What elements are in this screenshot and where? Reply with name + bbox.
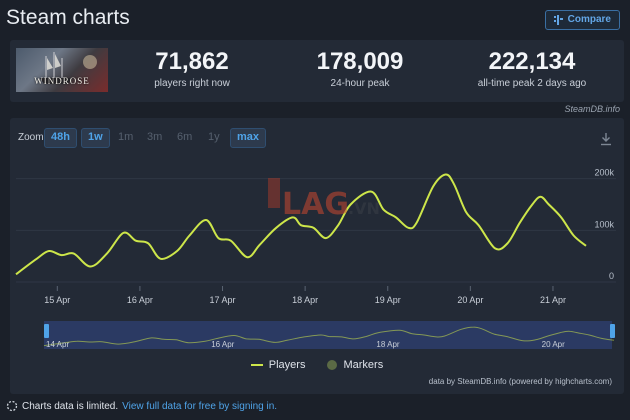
game-thumbnail[interactable]: WINDROSE (16, 48, 108, 92)
y-tick-label: 200k (594, 168, 614, 178)
page-title: Steam charts (6, 6, 130, 29)
footer-text: Charts data is limited. (22, 400, 119, 412)
navigator-series-line (43, 326, 615, 347)
x-tick-label: 16 Apr (127, 295, 153, 305)
x-tick-label: 18 Apr (292, 295, 318, 305)
players-now-value: 71,862 (155, 48, 229, 75)
x-tick-label: 19 Apr (375, 295, 401, 305)
legend-item-markers[interactable]: Markers (327, 359, 383, 371)
zoom-label: Zoom (18, 132, 44, 143)
game-logo: WINDROSE (34, 76, 90, 86)
stats-panel: WINDROSE 71,862 players right now 178,00… (10, 40, 624, 102)
legend-markers-label: Markers (343, 359, 384, 371)
navigator-left-handle[interactable] (44, 324, 49, 338)
y-tick-label: 100k (594, 219, 614, 229)
steamdb-credit[interactable]: SteamDB.info (564, 104, 620, 114)
sign-in-link[interactable]: View full data for free by signing in. (122, 400, 278, 412)
stat-alltime-peak: 222,134 all-time peak 2 days ago (462, 48, 602, 89)
zoom-1y-button[interactable]: 1y (208, 131, 220, 143)
peak-24h-label: 24-hour peak (330, 78, 390, 89)
compare-button[interactable]: Compare (544, 10, 620, 30)
loading-circle-icon (6, 400, 18, 412)
zoom-48h-button[interactable]: 48h (44, 128, 77, 148)
y-axis-ticks: 0 100k 200k (594, 168, 614, 281)
zoom-max-button[interactable]: max (230, 128, 267, 148)
svg-text:.VN: .VN (348, 199, 380, 218)
legend-markers-swatch (327, 360, 338, 370)
legend-item-players[interactable]: Players (250, 359, 306, 371)
x-tick-label: 20 Apr (457, 295, 483, 305)
navigator-label: 16 Apr (211, 340, 234, 349)
compare-label: Compare (567, 14, 611, 25)
zoom-1w-button[interactable]: 1w (81, 128, 110, 148)
svg-text:LAG: LAG (282, 187, 349, 222)
watermark-logo: LAG .VN (268, 176, 388, 232)
x-tick-label: 17 Apr (210, 295, 236, 305)
chart-panel: Zoom 48h 1w 1m 3m 6m 1y max 0 100k 200k 15… (10, 118, 624, 394)
legend-players-label: Players (268, 359, 306, 371)
legend-players-swatch (250, 364, 263, 366)
y-tick-label: 0 (609, 271, 614, 281)
zoom-6m-button[interactable]: 6m (177, 131, 193, 143)
alltime-peak-label: all-time peak 2 days ago (477, 78, 587, 89)
ship-icon (40, 52, 97, 84)
players-series-line (15, 173, 587, 276)
x-tick-label: 15 Apr (44, 295, 70, 305)
download-icon[interactable] (600, 132, 612, 146)
x-tick-label: 21 Apr (540, 295, 566, 305)
players-line-chart[interactable]: 0 100k 200k 15 Apr 16 Apr 17 Apr 18 Apr 19 Apr… (10, 118, 624, 356)
zoom-3m-button[interactable]: 3m (147, 131, 163, 143)
navigator-label: 18 Apr (376, 340, 399, 349)
peak-24h-value: 178,009 (316, 48, 404, 75)
highcharts-credit[interactable]: data by SteamDB.info (powered by highcha… (428, 377, 612, 386)
zoom-1m-button[interactable]: 1m (118, 131, 134, 143)
navigator-right-handle[interactable] (610, 324, 615, 338)
compare-icon (553, 15, 563, 25)
chart-legend: Players Markers (10, 359, 624, 371)
navigator-label: 20 Apr (542, 340, 565, 349)
x-axis-ticks: 15 Apr 16 Apr 17 Apr 18 Apr 19 Apr 20 Apr 21 A… (44, 286, 566, 305)
footer-notice: Charts data is limited. View full data f… (6, 400, 277, 412)
players-now-label: players right now (154, 78, 230, 89)
navigator-label: 14 Apr (46, 340, 69, 349)
navigator: 14 Apr 16 Apr 18 Apr 20 Apr (43, 321, 615, 349)
alltime-peak-value: 222,134 (488, 48, 576, 75)
stat-current: 71,862 players right now (142, 48, 242, 89)
navigator-selection (44, 321, 612, 349)
lagvn-logo-icon: LAG .VN (268, 178, 380, 222)
stat-24h-peak: 178,009 24-hour peak (302, 48, 418, 89)
